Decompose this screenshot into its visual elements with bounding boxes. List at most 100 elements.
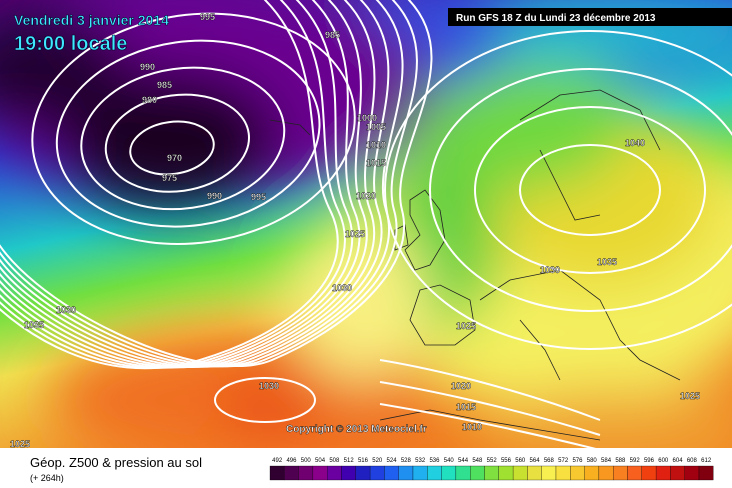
scale-label: 596 — [644, 458, 655, 464]
scale-label: 516 — [358, 458, 369, 464]
scale-label: 604 — [673, 458, 684, 464]
scale-swatch — [598, 465, 614, 481]
isobar-label: 995 — [251, 192, 266, 202]
isobar-label: 1020 — [451, 381, 471, 391]
scale-label: 560 — [515, 458, 526, 464]
scale-swatch — [670, 465, 685, 481]
isobar — [0, 0, 376, 368]
scale-label: 508 — [329, 458, 340, 464]
map: 995 985 990 985 980 970 975 990 995 1000… — [0, 0, 732, 449]
isobar-label: 995 — [200, 12, 215, 22]
color-scale: 492 496 500 504 508 512 516 520 524 528 532 536 540 5… — [269, 458, 714, 481]
scale-swatch — [455, 465, 471, 481]
isobar — [80, 66, 286, 211]
scale-swatch — [613, 465, 628, 481]
scale-swatch — [627, 465, 642, 481]
scale-swatch — [369, 465, 385, 481]
isobar-label: 1010 — [366, 140, 386, 150]
scale-swatch — [698, 465, 714, 481]
scale-swatch — [555, 465, 571, 481]
scale-label: 608 — [687, 458, 698, 464]
scale-swatch — [484, 465, 499, 481]
isobar-label: 1030 — [259, 381, 279, 391]
scale-swatch — [327, 465, 342, 481]
scale-swatch — [498, 465, 514, 481]
isobar-label: 1005 — [366, 122, 386, 132]
scale-label: 576 — [572, 458, 583, 464]
scale-label: 504 — [315, 458, 326, 464]
scale-label: 512 — [344, 458, 355, 464]
isobar — [0, 0, 433, 367]
scale-label: 536 — [429, 458, 440, 464]
scale-label: 556 — [501, 458, 512, 464]
scale-swatch — [527, 465, 542, 481]
scale-label: 548 — [472, 458, 483, 464]
scale-label: 600 — [658, 458, 669, 464]
run-box — [448, 8, 732, 26]
date-title: Vendredi 3 janvier 2014 — [14, 12, 169, 28]
isobar-label: 975 — [162, 173, 177, 183]
isobar-label: 990 — [140, 62, 155, 72]
scale-label: 496 — [286, 458, 297, 464]
scale-swatch — [298, 465, 314, 481]
isobar-label: 1025 — [10, 439, 30, 449]
isobar-label: 1030 — [56, 305, 76, 315]
isobar — [474, 106, 706, 274]
isobar-label: 985 — [157, 80, 172, 90]
isobar-label: 1025 — [345, 229, 365, 239]
copyright: Copyright © 2013 Meteociel.fr — [286, 424, 427, 435]
scale-swatch — [584, 465, 600, 481]
scale-label: 520 — [372, 458, 383, 464]
coastlines — [269, 89, 681, 441]
isobar-label: 1035 — [597, 257, 617, 267]
scale-label: 568 — [544, 458, 555, 464]
footer-range: (+ 264h) — [30, 473, 64, 483]
scale-label: 592 — [630, 458, 641, 464]
isobar — [31, 12, 356, 245]
scale-label: 524 — [387, 458, 398, 464]
scale-swatch — [384, 465, 399, 481]
scale-swatch — [269, 465, 285, 481]
scale-label: 528 — [401, 458, 412, 464]
isobar — [379, 381, 601, 436]
scale-swatch — [284, 465, 299, 481]
isobar — [379, 403, 597, 448]
scale-label: 500 — [301, 458, 312, 464]
scale-swatch — [684, 465, 700, 481]
isobar — [0, 0, 404, 368]
isobar-label: 1025 — [680, 391, 700, 401]
scale-swatch — [312, 465, 328, 481]
isobar-label: 1040 — [625, 138, 645, 148]
scale-label: 544 — [458, 458, 469, 464]
scale-label: 564 — [530, 458, 541, 464]
scale-swatch — [470, 465, 485, 481]
scale-swatch — [641, 465, 657, 481]
scale-swatch — [355, 465, 371, 481]
isobar — [429, 68, 732, 312]
isobar — [379, 359, 601, 421]
scale-label: 540 — [444, 458, 455, 464]
isobar-label: 1035 — [24, 320, 44, 330]
scale-swatch — [441, 465, 457, 481]
isobar — [0, 0, 368, 369]
scale-swatch — [512, 465, 528, 481]
scale-label: 612 — [701, 458, 712, 464]
footer-title: Géop. Z500 & pression au sol — [30, 455, 202, 470]
isobar-label: 990 — [207, 191, 222, 201]
scale-swatch — [427, 465, 442, 481]
scale-swatch — [341, 465, 356, 481]
isobar-label: 1020 — [356, 191, 376, 201]
scale-label: 580 — [587, 458, 598, 464]
isobar — [519, 144, 661, 236]
scale-label: 532 — [415, 458, 426, 464]
isobar-label: 1025 — [456, 321, 476, 331]
isobar — [0, 0, 339, 370]
scale-label: 584 — [601, 458, 612, 464]
run-info: Run GFS 18 Z du Lundi 23 décembre 2013 — [456, 13, 656, 24]
isobar — [129, 120, 215, 176]
scale-swatch — [398, 465, 414, 481]
time-title: 19:00 locale — [14, 33, 127, 55]
scale-swatch — [655, 465, 671, 481]
isobar — [0, 0, 346, 369]
